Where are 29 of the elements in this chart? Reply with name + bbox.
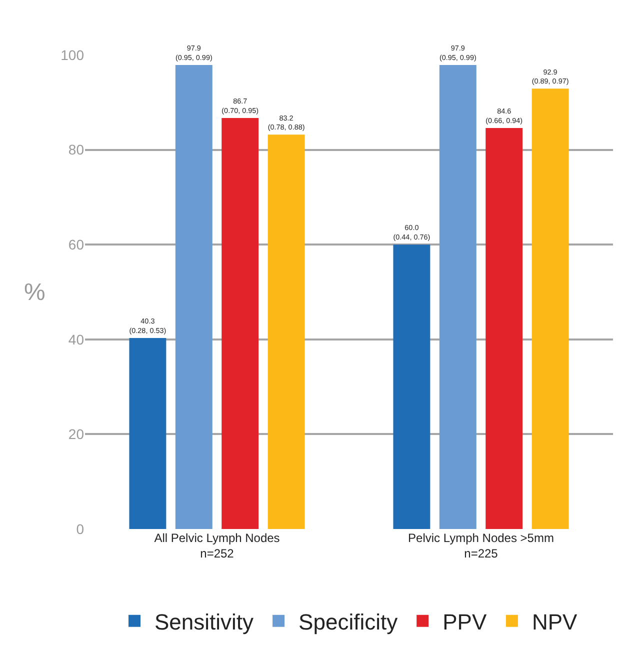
- data-label: 97.9 (0.95, 0.99): [175, 44, 212, 62]
- bar: [268, 134, 305, 529]
- y-tick-label: 100: [60, 46, 84, 63]
- x-tick-label: Pelvic Lymph Nodes >5mm n=225: [408, 531, 554, 561]
- x-tick-label: All Pelvic Lymph Nodes n=252: [154, 531, 280, 561]
- bar: [222, 118, 259, 529]
- bar: [486, 128, 523, 529]
- data-label: 60.0 (0.44, 0.76): [393, 223, 430, 242]
- y-tick-label: 0: [76, 520, 84, 537]
- data-label: 97.9 (0.95, 0.99): [439, 44, 476, 62]
- bar: [393, 244, 430, 529]
- bar: [129, 338, 166, 529]
- y-tick-label: 40: [68, 331, 84, 348]
- bar: [439, 64, 476, 529]
- legend-label: Specificity: [298, 609, 398, 634]
- bar: [532, 88, 569, 529]
- y-tick-label: 60: [68, 236, 84, 252]
- y-axis-title: %: [24, 279, 46, 306]
- legend-label: NPV: [532, 609, 578, 634]
- data-label: 84.6 (0.66, 0.94): [486, 106, 523, 126]
- bar: [175, 64, 212, 529]
- data-label: 40.3 (0.28, 0.53): [129, 316, 166, 336]
- data-label: 92.9 (0.89, 0.97): [532, 67, 569, 86]
- y-tick-label: 80: [68, 142, 84, 158]
- data-label: 86.7 (0.70, 0.95): [222, 96, 259, 116]
- y-tick-label: 20: [68, 426, 84, 442]
- legend-label: PPV: [442, 609, 487, 634]
- legend-label: Sensitivity: [154, 609, 254, 634]
- data-label: 83.2 (0.78, 0.88): [268, 113, 305, 132]
